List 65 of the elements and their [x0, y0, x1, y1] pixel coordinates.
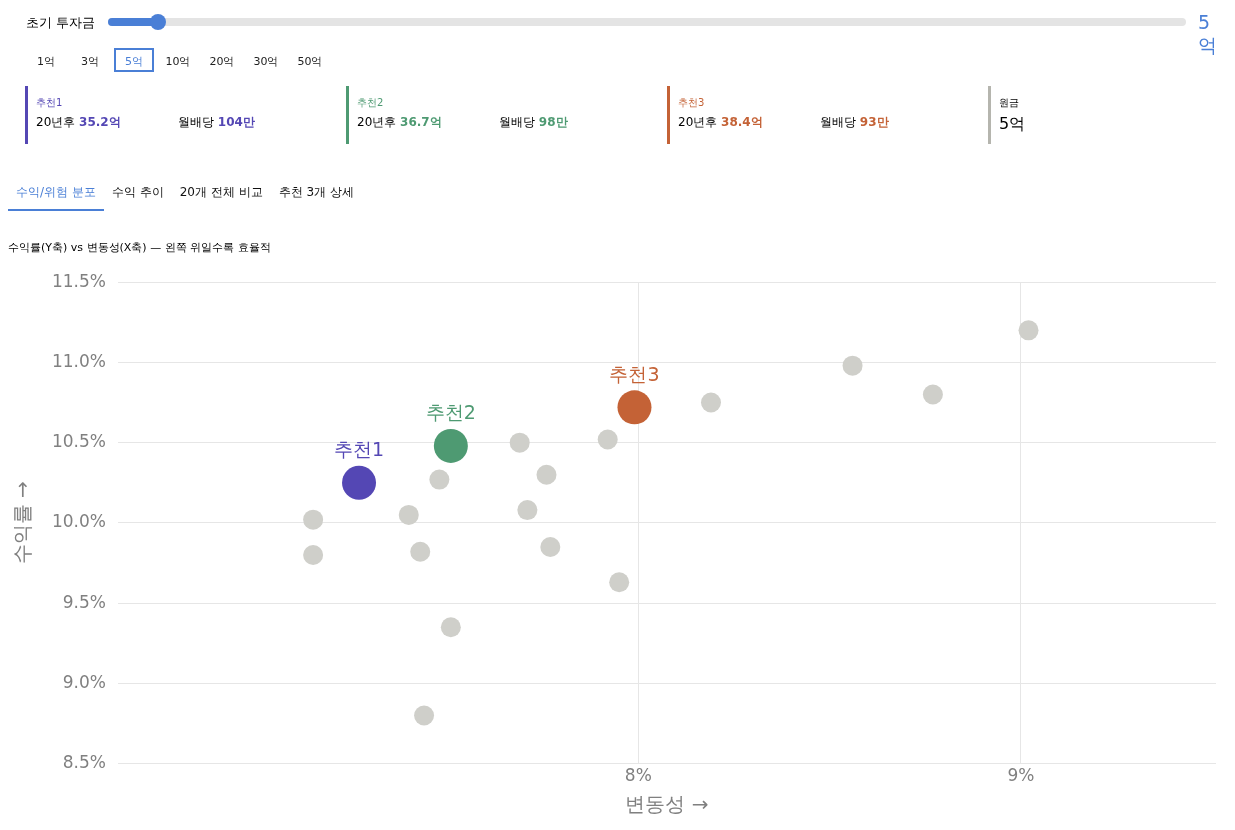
chart-title: 수익률(Y축) vs 변동성(X축) — 왼쪽 위일수록 효율적	[8, 240, 272, 256]
y-tick-label: 10.0%	[51, 511, 106, 532]
text: 월배당	[499, 115, 535, 129]
x-axis-title: 변동성 →	[625, 792, 709, 817]
point	[1018, 320, 1039, 341]
point	[617, 390, 652, 425]
point	[609, 572, 630, 593]
text: 20억	[208, 54, 236, 70]
y-tick-label: 9.5%	[62, 591, 106, 612]
point	[597, 429, 618, 450]
point	[509, 432, 530, 453]
text: 38.4억	[721, 115, 763, 129]
y-tick-label: 9.0%	[62, 671, 106, 692]
text: 5억	[114, 48, 154, 72]
point	[536, 464, 557, 485]
y-tick-label: 11.5%	[51, 270, 106, 291]
x-tick-label: 8%	[624, 765, 652, 786]
y-tick-label: 11.0%	[51, 350, 106, 371]
y-tick-label: 10.5%	[51, 431, 106, 452]
text: 10억	[164, 54, 192, 70]
text: 104만	[217, 115, 255, 129]
point	[342, 465, 377, 500]
point	[517, 500, 538, 521]
text: 추천2	[357, 96, 385, 110]
point	[414, 705, 435, 726]
text: 50억	[296, 54, 324, 70]
text: 5억	[999, 114, 1027, 135]
point	[303, 544, 324, 565]
text: 월배당	[178, 115, 214, 129]
point	[303, 509, 324, 530]
y-tick-label: 8.5%	[62, 752, 106, 773]
point	[701, 392, 721, 413]
y-axis-title: 수익률 →	[10, 481, 35, 565]
text: 20년후	[678, 115, 718, 129]
text: 20년후	[36, 115, 76, 129]
text: 5억	[1198, 11, 1218, 58]
text: 30억	[252, 54, 280, 70]
text: 추천3	[678, 96, 706, 110]
text: 원금	[999, 96, 1020, 110]
text: 수익 추이	[110, 184, 165, 201]
text: 98만	[538, 115, 568, 129]
point	[429, 469, 450, 490]
series-label: 추천1	[333, 438, 385, 461]
text: 20년후	[357, 115, 397, 129]
point	[842, 355, 863, 376]
text: 20개 전체 비교	[178, 184, 264, 201]
text: 추천1	[36, 96, 64, 110]
point	[410, 541, 431, 562]
text: 35.2억	[79, 115, 121, 129]
text: 36.7억	[400, 115, 442, 129]
point	[922, 384, 943, 405]
point	[540, 536, 561, 557]
point	[440, 617, 461, 638]
point	[398, 504, 419, 525]
series-label: 추천3	[609, 362, 660, 385]
point	[433, 428, 468, 463]
text: 수익/위험 분포	[8, 180, 104, 211]
series-label: 추천2	[425, 401, 476, 424]
text: 추천 3개 상세	[277, 184, 355, 201]
text: 1억	[36, 54, 56, 70]
text: 93만	[859, 115, 889, 129]
x-tick-label: 9%	[1007, 765, 1035, 786]
text: 초기 투자금	[26, 14, 96, 32]
text: 3억	[80, 54, 100, 70]
text: 월배당	[820, 115, 856, 129]
